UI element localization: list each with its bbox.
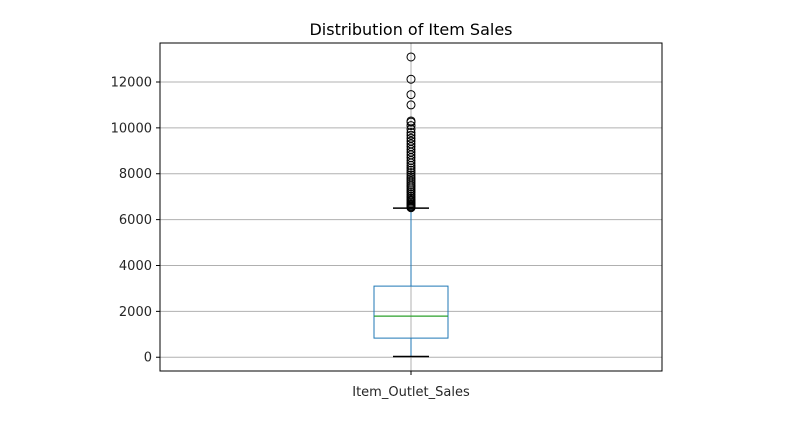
- outlier-point: [406, 174, 416, 184]
- outlier-point: [406, 165, 416, 175]
- outlier-point: [406, 170, 416, 180]
- outlier-point: [406, 168, 416, 178]
- outlier-point: [406, 52, 416, 62]
- y-tick-label: 2000: [119, 305, 152, 320]
- x-tick-label: Item_Outlet_Sales: [352, 385, 470, 400]
- y-tick-label: 0: [144, 351, 152, 366]
- x-axis-ticks: Item_Outlet_Sales: [352, 371, 470, 400]
- outlier-point: [406, 172, 416, 182]
- outlier-point: [406, 100, 416, 110]
- outlier-point: [406, 139, 416, 149]
- y-tick-label: 8000: [119, 167, 152, 182]
- outlier-point: [406, 127, 416, 137]
- y-tick-label: 12000: [111, 75, 152, 90]
- y-tick-label: 4000: [119, 259, 152, 274]
- iqr-box: [373, 285, 449, 339]
- box-plot: [373, 207, 449, 358]
- outlier-point: [406, 121, 416, 131]
- y-axis-ticks: 0 2000 4000 6000 8000 10000 12000: [111, 75, 160, 366]
- chart-title: Distribution of Item Sales: [309, 20, 512, 39]
- outlier-point: [406, 133, 416, 143]
- outlier-point: [406, 90, 416, 100]
- grid-lines: [160, 43, 662, 371]
- outlier-points: [406, 52, 416, 213]
- outlier-point: [406, 136, 416, 146]
- outlier-point: [406, 74, 416, 84]
- outlier-point: [406, 130, 416, 140]
- y-tick-label: 6000: [119, 213, 152, 228]
- y-tick-label: 10000: [111, 121, 152, 136]
- outlier-point: [406, 116, 416, 126]
